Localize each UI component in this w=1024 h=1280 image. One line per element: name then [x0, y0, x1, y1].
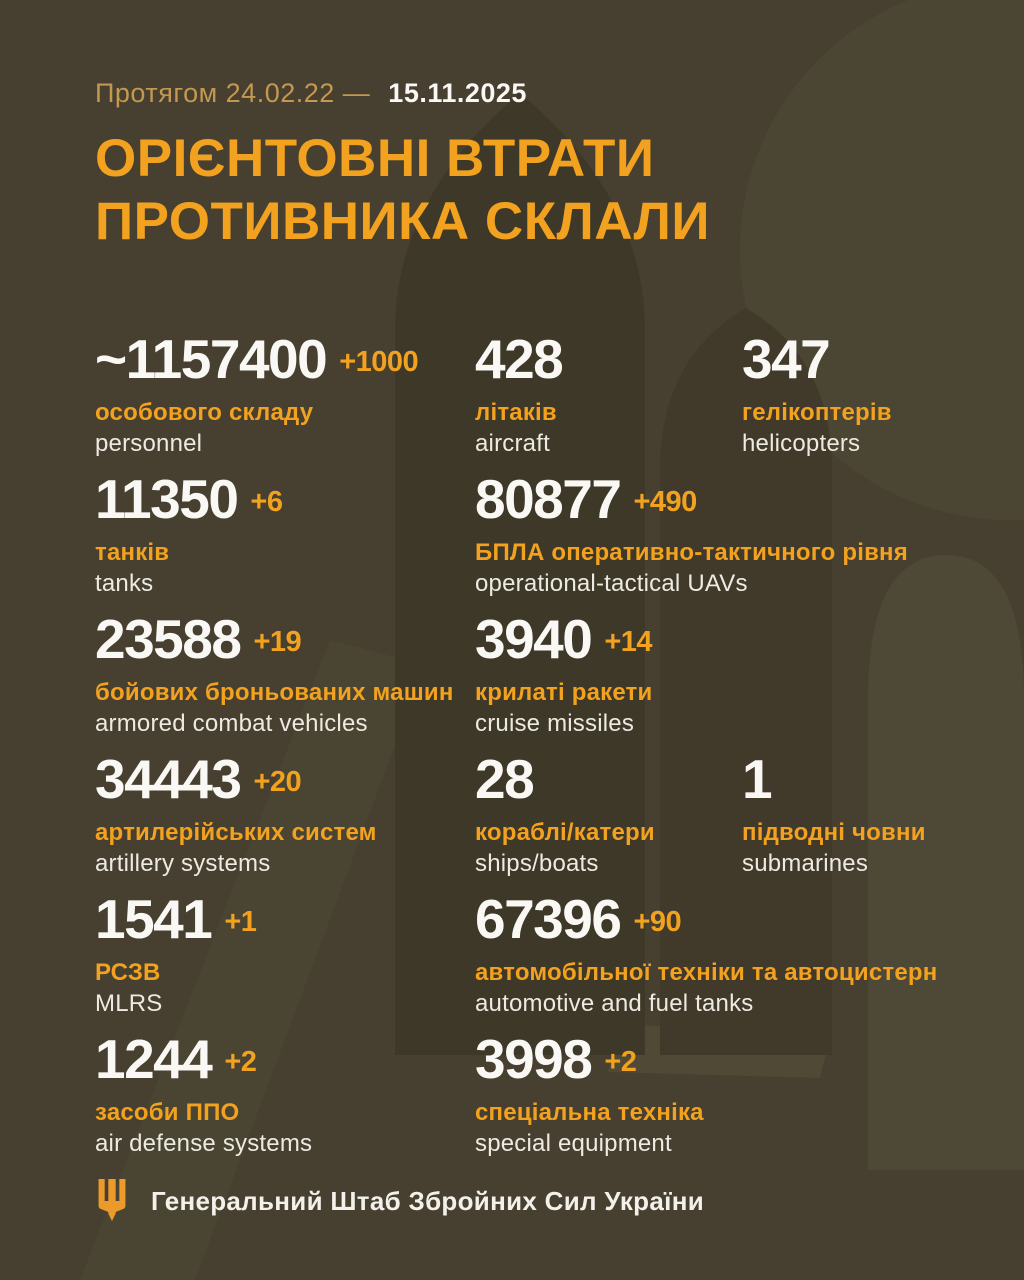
stat-delta: +19 [253, 626, 302, 658]
stat-label-ua: кораблі/катери [475, 819, 655, 846]
stat-value: 28 [475, 748, 535, 810]
stat-value: 3998 [475, 1028, 593, 1090]
stat-label-en: artillery systems [95, 850, 271, 877]
tryzub-icon [95, 1179, 129, 1223]
stat-label-en: tanks [95, 570, 154, 597]
stat-label-en: automotive and fuel tanks [475, 990, 754, 1017]
stat-label-en: armored combat vehicles [95, 710, 368, 737]
stat-value: 11350 [95, 468, 239, 530]
stat-personnel: ~1157400 +1000 особового складу personnel [95, 327, 475, 458]
stat-artillery-systems: 34443 +20 артилерійських систем artillery… [95, 747, 475, 878]
stat-air-defense: 1244 +2 засоби ППО air defense systems [95, 1027, 475, 1158]
stat-label-en: cruise missiles [475, 710, 635, 737]
stat-label-ua: спеціальна техніка [475, 1099, 704, 1126]
stat-label-ua: БПЛА оперативно-тактичного рівня [475, 539, 908, 566]
stat-value: ~1157400 [95, 328, 328, 390]
stat-label-en: MLRS [95, 990, 163, 1017]
stat-armored-combat-vehicles: 23588 +19 бойових броньованих машин armor… [95, 607, 475, 738]
stat-value: 23588 [95, 608, 242, 670]
stat-label-ua: бойових броньованих машин [95, 679, 454, 706]
stat-value: 3940 [475, 608, 593, 670]
stat-value: 67396 [475, 888, 622, 950]
stats-grid: ~1157400 +1000 особового складу personnel… [95, 327, 984, 1167]
stat-label-ua: гелікоптерів [742, 399, 892, 426]
stat-helicopters: 347 гелікоптерів helicopters [742, 327, 984, 458]
stat-delta: +490 [633, 486, 697, 518]
stat-tanks: 11350 +6 танків tanks [95, 467, 475, 598]
stat-cruise-missiles: 3940 +14 крилаті ракети cruise missiles [475, 607, 984, 738]
period: Протягом 24.02.22 — 15.11.2025 [95, 78, 984, 109]
stat-delta: +14 [604, 626, 653, 658]
stat-special-equipment: 3998 +2 спеціальна техніка special equipm… [475, 1027, 984, 1158]
stat-value: 1541 [95, 888, 213, 950]
stat-label-ua: засоби ППО [95, 1099, 240, 1126]
stat-mlrs: 1541 +1 РСЗВ MLRS [95, 887, 475, 1018]
stat-value: 1244 [95, 1028, 213, 1090]
stat-aircraft: 428 літаків aircraft [475, 327, 742, 458]
period-label: Протягом 24.02.22 — [95, 78, 371, 108]
stat-label-en: helicopters [742, 430, 861, 457]
stat-uavs: 80877 +490 БПЛА оперативно-тактичного рів… [475, 467, 984, 598]
stat-label-en: aircraft [475, 430, 550, 457]
stat-label-ua: танків [95, 539, 170, 566]
stat-label-ua: підводні човни [742, 819, 926, 846]
stat-label-ua: особового складу [95, 399, 314, 426]
stat-automotive-fuel-tanks: 67396 +90 автомобільної техніки та автоци… [475, 887, 984, 1018]
stat-delta: +90 [633, 906, 682, 938]
footer: Генеральний Штаб Збройних Сил України [95, 1179, 984, 1223]
stat-delta: +20 [253, 766, 302, 798]
stat-label-en: air defense systems [95, 1130, 313, 1157]
stat-ships-boats: 28 кораблі/катери ships/boats [475, 747, 742, 878]
stat-submarines: 1 підводні човни submarines [742, 747, 984, 878]
content: Протягом 24.02.22 — 15.11.2025 Орієнтовн… [95, 78, 984, 1223]
period-end-date: 15.11.2025 [388, 78, 527, 108]
stat-label-en: operational-tactical UAVs [475, 570, 748, 597]
stat-value: 80877 [475, 468, 622, 530]
page-title-line2: противника склали [95, 192, 710, 251]
stat-delta: +1000 [339, 346, 419, 378]
stat-label-ua: автомобільної техніки та автоцистерн [475, 959, 938, 986]
stat-value: 34443 [95, 748, 242, 810]
stat-label-ua: артилерійських систем [95, 819, 377, 846]
stat-label-en: submarines [742, 850, 869, 877]
page-title-line1: Орієнтовні втрати [95, 129, 655, 188]
stat-label-ua: літаків [475, 399, 557, 426]
stat-value: 347 [742, 328, 831, 390]
stat-label-ua: крилаті ракети [475, 679, 653, 706]
stat-value: 428 [475, 328, 564, 390]
page-title: Орієнтовні втрати противника склали [95, 127, 984, 253]
stat-delta: +2 [224, 1046, 257, 1078]
stat-value: 1 [742, 748, 773, 810]
stat-delta: +2 [604, 1046, 637, 1078]
stat-delta: +6 [250, 486, 283, 518]
stat-label-en: ships/boats [475, 850, 599, 877]
footer-org-name: Генеральний Штаб Збройних Сил України [151, 1185, 704, 1216]
stat-label-en: special equipment [475, 1130, 672, 1157]
stat-label-ua: РСЗВ [95, 959, 161, 986]
stat-label-en: personnel [95, 430, 203, 457]
stat-delta: +1 [224, 906, 257, 938]
